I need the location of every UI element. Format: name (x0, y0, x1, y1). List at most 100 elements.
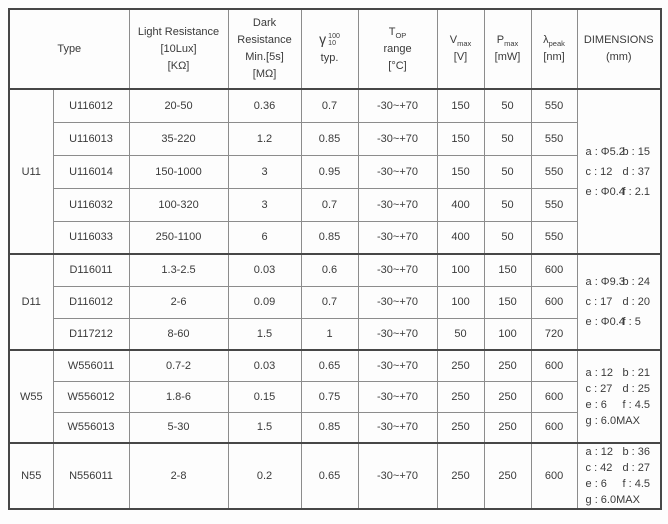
gamma-symbol: γ 100 10 (319, 31, 340, 48)
cell-dark-resistance: 0.09 (227, 285, 302, 319)
cell-pmax: 250 (483, 442, 532, 510)
table-row: W556012 1.8-6 0.15 0.75 -30~+70 250 250 … (9, 380, 661, 413)
cell-pmax: 50 (483, 88, 532, 123)
cell-lambda: 550 (530, 220, 578, 255)
table-row: D116012 2-6 0.09 0.7 -30~+70 100 150 600 (9, 285, 661, 319)
table-row: W556013 5-30 1.5 0.85 -30~+70 250 250 60… (9, 411, 661, 444)
cell-dark-resistance: 6 (227, 220, 302, 255)
col-header-pmax: Pmax [mW] (483, 8, 532, 90)
cell-lambda: 550 (530, 187, 578, 222)
cell-pmax: 150 (483, 253, 532, 287)
cell-gamma: 0.85 (300, 411, 359, 444)
cell-vmax: 250 (436, 411, 485, 444)
cell-lambda: 600 (530, 442, 578, 510)
table-row: D11 D116011 1.3-2.5 0.03 0.6 -30~+70 100… (8, 253, 662, 351)
table-row: U116033 250-1100 6 0.85 -30~+70 400 50 5… (9, 220, 661, 255)
cell-model: U116014 (52, 154, 130, 189)
cell-dark-resistance: 3 (227, 154, 302, 189)
cell-light-resistance: 2-6 (128, 285, 229, 319)
cell-light-resistance: 150-1000 (128, 154, 229, 189)
cell-pmax: 50 (483, 187, 532, 222)
cell-gamma: 0.65 (300, 442, 359, 510)
top-symbol: TOP (388, 25, 407, 40)
cell-top-range: -30~+70 (357, 253, 438, 287)
cell-top-range: -30~+70 (357, 411, 438, 444)
cell-lambda: 600 (530, 380, 578, 413)
cell-light-resistance: 35-220 (128, 121, 229, 156)
cell-gamma: 0.7 (300, 88, 359, 123)
cell-light-resistance: 5-30 (128, 411, 229, 444)
cell-vmax: 50 (436, 317, 485, 351)
col-header-gamma: γ 100 10 typ. (300, 8, 359, 90)
table-row: U116013 35-220 1.2 0.85 -30~+70 150 50 5… (9, 121, 661, 156)
table-row: U116032 100-320 3 0.7 -30~+70 400 50 550 (9, 187, 661, 222)
cell-lambda: 550 (530, 121, 578, 156)
cell-vmax: 250 (436, 349, 485, 382)
lambda-symbol: λpeak (543, 34, 565, 49)
cell-dark-resistance: 1.2 (227, 121, 302, 156)
type-group-label: N55 (8, 442, 54, 510)
cell-dark-resistance: 1.5 (227, 317, 302, 351)
cell-gamma: 0.95 (300, 154, 359, 189)
cell-dark-resistance: 0.03 (227, 349, 302, 382)
cell-model: W556011 (52, 349, 130, 382)
col-header-dimensions: DIMENSIONS (mm) (576, 8, 662, 90)
cell-pmax: 150 (483, 285, 532, 319)
table-header-row: Type Light Resistance [10Lux] [KΩ] Dark … (8, 8, 662, 90)
cell-light-resistance: 20-50 (128, 88, 229, 123)
table-row: U116014 150-1000 3 0.95 -30~+70 150 50 5… (9, 154, 661, 189)
cell-lambda: 720 (530, 317, 578, 351)
cell-light-resistance: 2-8 (128, 442, 229, 510)
table-row: D117212 8-60 1.5 1 -30~+70 50 100 720 (9, 317, 661, 351)
cell-model: U116012 (52, 88, 130, 123)
col-header-lambda-peak: λpeak [nm] (530, 8, 578, 90)
type-group-label: W55 (8, 349, 54, 444)
cell-light-resistance: 0.7-2 (128, 349, 229, 382)
cell-vmax: 400 (436, 220, 485, 255)
cell-vmax: 250 (436, 380, 485, 413)
cell-gamma: 0.65 (300, 349, 359, 382)
cell-model: U116033 (52, 220, 130, 255)
cell-dark-resistance: 1.5 (227, 411, 302, 444)
cell-model: N556011 (52, 442, 130, 510)
cell-gamma: 0.85 (300, 220, 359, 255)
cell-vmax: 100 (436, 285, 485, 319)
cell-top-range: -30~+70 (357, 154, 438, 189)
cell-top-range: -30~+70 (357, 88, 438, 123)
col-header-dark-resistance: Dark Resistance Min.[5s] [MΩ] (227, 8, 302, 90)
cell-lambda: 600 (530, 285, 578, 319)
cell-lambda: 600 (530, 411, 578, 444)
cell-model: U116032 (52, 187, 130, 222)
cell-pmax: 250 (483, 380, 532, 413)
cell-top-range: -30~+70 (357, 317, 438, 351)
cell-top-range: -30~+70 (357, 349, 438, 382)
cell-model: D116011 (52, 253, 130, 287)
cell-gamma: 0.7 (300, 187, 359, 222)
cell-top-range: -30~+70 (357, 380, 438, 413)
cell-top-range: -30~+70 (357, 187, 438, 222)
table-row: U11 U116012 20-50 0.36 0.7 -30~+70 150 5… (8, 88, 662, 255)
cell-vmax: 100 (436, 253, 485, 287)
cell-light-resistance: 250-1100 (128, 220, 229, 255)
type-group-label: U11 (8, 88, 54, 255)
cell-dark-resistance: 3 (227, 187, 302, 222)
cell-gamma: 0.75 (300, 380, 359, 413)
cell-gamma: 0.85 (300, 121, 359, 156)
dimensions-cell: a : Φ9.3 b : 24 c : 17 d : 20 e : Φ0.4 f : … (576, 253, 662, 351)
cell-top-range: -30~+70 (357, 285, 438, 319)
cell-model: D116012 (52, 285, 130, 319)
cell-dark-resistance: 0.36 (227, 88, 302, 123)
cell-dark-resistance: 0.2 (227, 442, 302, 510)
table-row: N55 N556011 2-8 0.2 0.65 -30~+70 250 250… (8, 442, 662, 510)
type-group-label: D11 (8, 253, 54, 351)
cell-model: W556013 (52, 411, 130, 444)
cell-top-range: -30~+70 (357, 220, 438, 255)
cell-model: W556012 (52, 380, 130, 413)
cell-vmax: 400 (436, 187, 485, 222)
cell-vmax: 150 (436, 88, 485, 123)
type-label: Type (57, 42, 82, 55)
cell-vmax: 150 (436, 154, 485, 189)
